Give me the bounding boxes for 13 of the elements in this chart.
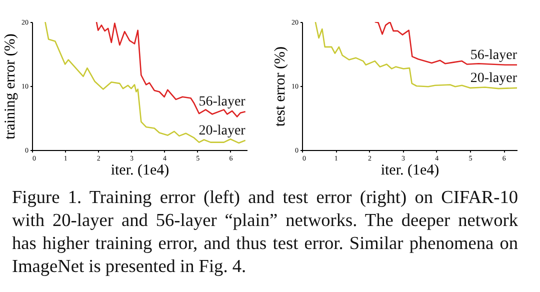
caption: Figure 1. Training error (left) and test error (right) on CIFAR-10 with 20-layer and 56-layer “plain” networks. The deeper network has higher training error, and thus test error. Similar phenomena on ImageNet is presented in Fig. 4. <box>12 186 518 278</box>
x-axis-title: iter. (1e4) <box>110 162 170 178</box>
line-series <box>96 22 246 118</box>
series-label: 56-layer <box>470 48 518 63</box>
y-axis-title: training error (%) <box>2 34 18 140</box>
x-axis-title: iter. (1e4) <box>380 162 440 178</box>
series-label: 20-layer <box>470 70 518 86</box>
line-series <box>314 22 517 90</box>
line-series <box>374 22 517 66</box>
y-axis-title: test error (%) <box>272 46 288 126</box>
series-label: 20-layer <box>198 123 246 138</box>
series-label: 56-layer <box>198 94 246 110</box>
line-series <box>44 22 246 144</box>
